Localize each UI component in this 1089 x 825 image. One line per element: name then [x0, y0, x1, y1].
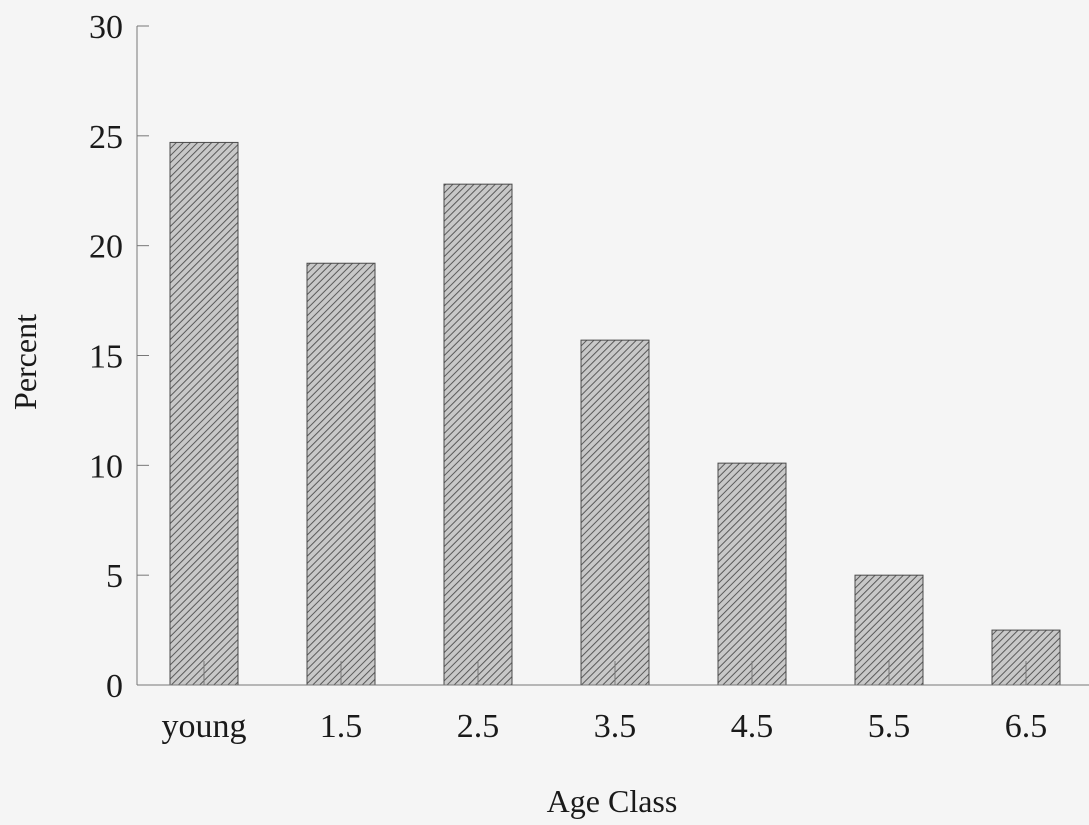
x-tick-label: 5.5 — [868, 708, 911, 745]
y-tick-label: 5 — [106, 558, 123, 595]
bar-3.5 — [580, 339, 650, 686]
y-tick-label: 10 — [89, 448, 123, 485]
y-tick-label: 0 — [106, 668, 123, 705]
x-tick-label: 3.5 — [594, 708, 637, 745]
bars — [169, 141, 1061, 686]
bar-young — [169, 141, 239, 686]
tick-labels: 0 5 10 15 20 25 30 young 1.5 2.5 3.5 4.5 5.5 6.5 — [89, 9, 1047, 745]
x-tick-label: 2.5 — [457, 708, 500, 745]
y-axis-title: Percent — [7, 314, 43, 410]
x-axis-title: Age Class — [547, 783, 678, 819]
bar-4.5 — [717, 462, 787, 686]
axes — [136, 25, 1089, 686]
y-tick-label: 15 — [89, 339, 123, 376]
y-tick-label: 20 — [89, 229, 123, 266]
bar-1.5 — [306, 262, 376, 686]
bar-2.5 — [443, 183, 513, 686]
y-tick-label: 30 — [89, 9, 123, 46]
x-tick-label: 1.5 — [320, 708, 363, 745]
x-tick-label: 4.5 — [731, 708, 774, 745]
x-tick-label: 6.5 — [1005, 708, 1048, 745]
x-tick-label: young — [162, 708, 247, 745]
y-tick-label: 25 — [89, 119, 123, 156]
